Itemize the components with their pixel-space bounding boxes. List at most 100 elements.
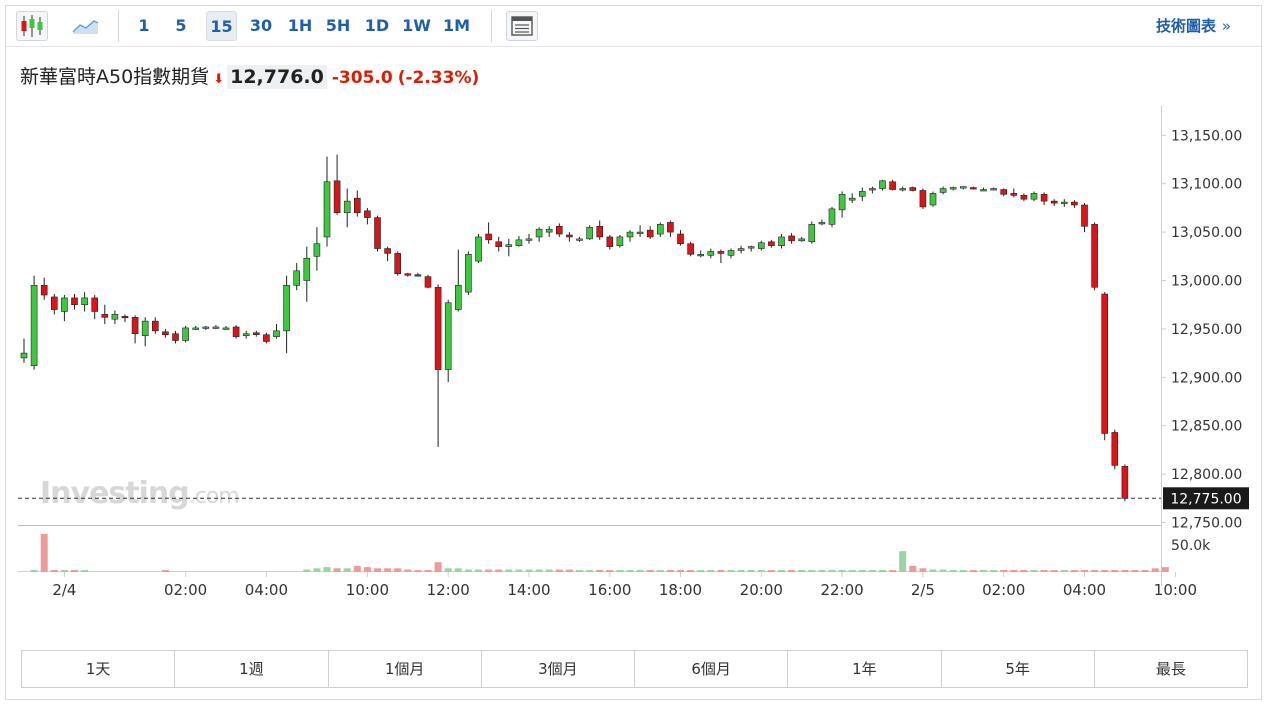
candle-body (454, 285, 462, 310)
candle-body (959, 186, 967, 189)
range-tab[interactable]: 1天 (22, 651, 176, 687)
candle-body (253, 332, 260, 336)
volume-bar (525, 569, 533, 572)
candle-body (697, 254, 705, 257)
candle (30, 275, 38, 370)
last-price: 12,776.0 (227, 65, 327, 89)
candlestick-icon[interactable] (16, 11, 48, 41)
interval-1w[interactable]: 1W (402, 16, 431, 35)
candle (1071, 200, 1078, 208)
tech-chart-link[interactable]: 技術圖表 (1155, 17, 1216, 35)
range-tab[interactable]: 1年 (788, 651, 942, 687)
toolbar-divider (491, 10, 492, 42)
candle (333, 154, 341, 215)
y-tick-label: 12,850.00 (1171, 419, 1242, 435)
candle-body (121, 316, 129, 319)
candle-body (232, 326, 240, 337)
interval-5h[interactable]: 5H (325, 16, 351, 35)
volume-bar (1111, 570, 1119, 572)
x-tick-label: 04:00 (245, 581, 288, 599)
candle (323, 156, 331, 247)
candle (141, 317, 149, 347)
candle-body (939, 188, 947, 193)
range-tab[interactable]: 1個月 (329, 651, 482, 687)
candle (535, 227, 543, 242)
range-tab[interactable]: 5年 (942, 651, 1095, 687)
range-tab[interactable]: 3個月 (482, 651, 635, 687)
volume-bar (1091, 570, 1099, 572)
volume-bar (1030, 570, 1038, 572)
volume-bar (161, 570, 169, 572)
candle-body (30, 285, 38, 366)
x-tick-label: 16:00 (588, 581, 631, 599)
candle (121, 314, 129, 323)
interval-1[interactable]: 1 (138, 16, 150, 35)
price-chart[interactable]: 12,750.00 12,800.00 12,850.00 12,900.00 12,9… (6, 6, 1261, 646)
y-tick-label: 12,950.00 (1171, 322, 1242, 338)
candle (576, 236, 583, 242)
interval-5[interactable]: 5 (175, 16, 187, 35)
candle (646, 226, 654, 239)
volume-bar (374, 568, 381, 572)
candle (61, 295, 68, 322)
candle-body (566, 234, 573, 238)
volume-bar (626, 570, 634, 572)
candle (192, 325, 199, 330)
candle-body (364, 210, 371, 218)
interval-1h[interactable]: 1H (287, 16, 313, 35)
volume-bar (636, 570, 644, 572)
candle (40, 277, 48, 300)
y-tick-label: 13,150.00 (1171, 128, 1242, 144)
volume-bar (828, 570, 836, 572)
candle-body (747, 246, 755, 249)
range-tab[interactable]: 6個月 (635, 651, 789, 687)
candle (1081, 203, 1088, 233)
candle (667, 220, 674, 237)
interval-1d[interactable]: 1D (364, 16, 390, 35)
x-tick-label: 14:00 (507, 581, 550, 599)
range-tab[interactable]: 1週 (175, 651, 329, 687)
interval-30[interactable]: 30 (249, 16, 273, 35)
candle (404, 272, 412, 277)
candle-body (727, 250, 735, 256)
interval-1m[interactable]: 1M (442, 16, 471, 35)
candle (1111, 429, 1119, 470)
candle-body (757, 242, 765, 249)
interval-15[interactable]: 15 (206, 11, 237, 41)
candle (1101, 292, 1108, 441)
candle-body (596, 225, 604, 238)
candle-body (980, 189, 987, 192)
candle (364, 207, 371, 225)
candle (303, 246, 311, 302)
candle (414, 272, 422, 277)
x-tick-label: 2/5 (911, 581, 935, 599)
candle (343, 188, 351, 228)
candle (606, 235, 614, 250)
candle-body (434, 286, 442, 370)
candle (717, 249, 725, 264)
candle-body (626, 231, 634, 238)
candle (162, 328, 169, 338)
table-icon[interactable] (506, 11, 538, 41)
candle-body (828, 208, 836, 225)
candle (879, 179, 886, 191)
candle (848, 193, 856, 204)
area-chart-icon[interactable] (70, 11, 102, 41)
candle-body (222, 327, 230, 330)
candle (263, 332, 270, 344)
candle-body (444, 302, 452, 370)
candle (656, 222, 664, 237)
chart-widget: 1 5 15 30 1H 5H 1D 1W 1M 技術圖表 » 新華富時A50指… (5, 5, 1262, 700)
volume-tick-label: 50.0k (1171, 538, 1211, 554)
candle (20, 338, 28, 363)
range-selector: 1天 1週 1個月 3個月 6個月 1年 5年 最長 (21, 650, 1248, 688)
range-tab[interactable]: 最長 (1155, 660, 1186, 678)
volume-bar (485, 569, 493, 572)
last-price-tag (1163, 487, 1249, 510)
volume-bar (606, 570, 614, 572)
candle (50, 294, 58, 315)
candle (1040, 192, 1048, 205)
volume-bar (990, 570, 998, 572)
candle (919, 188, 927, 209)
candle-body (535, 228, 543, 238)
